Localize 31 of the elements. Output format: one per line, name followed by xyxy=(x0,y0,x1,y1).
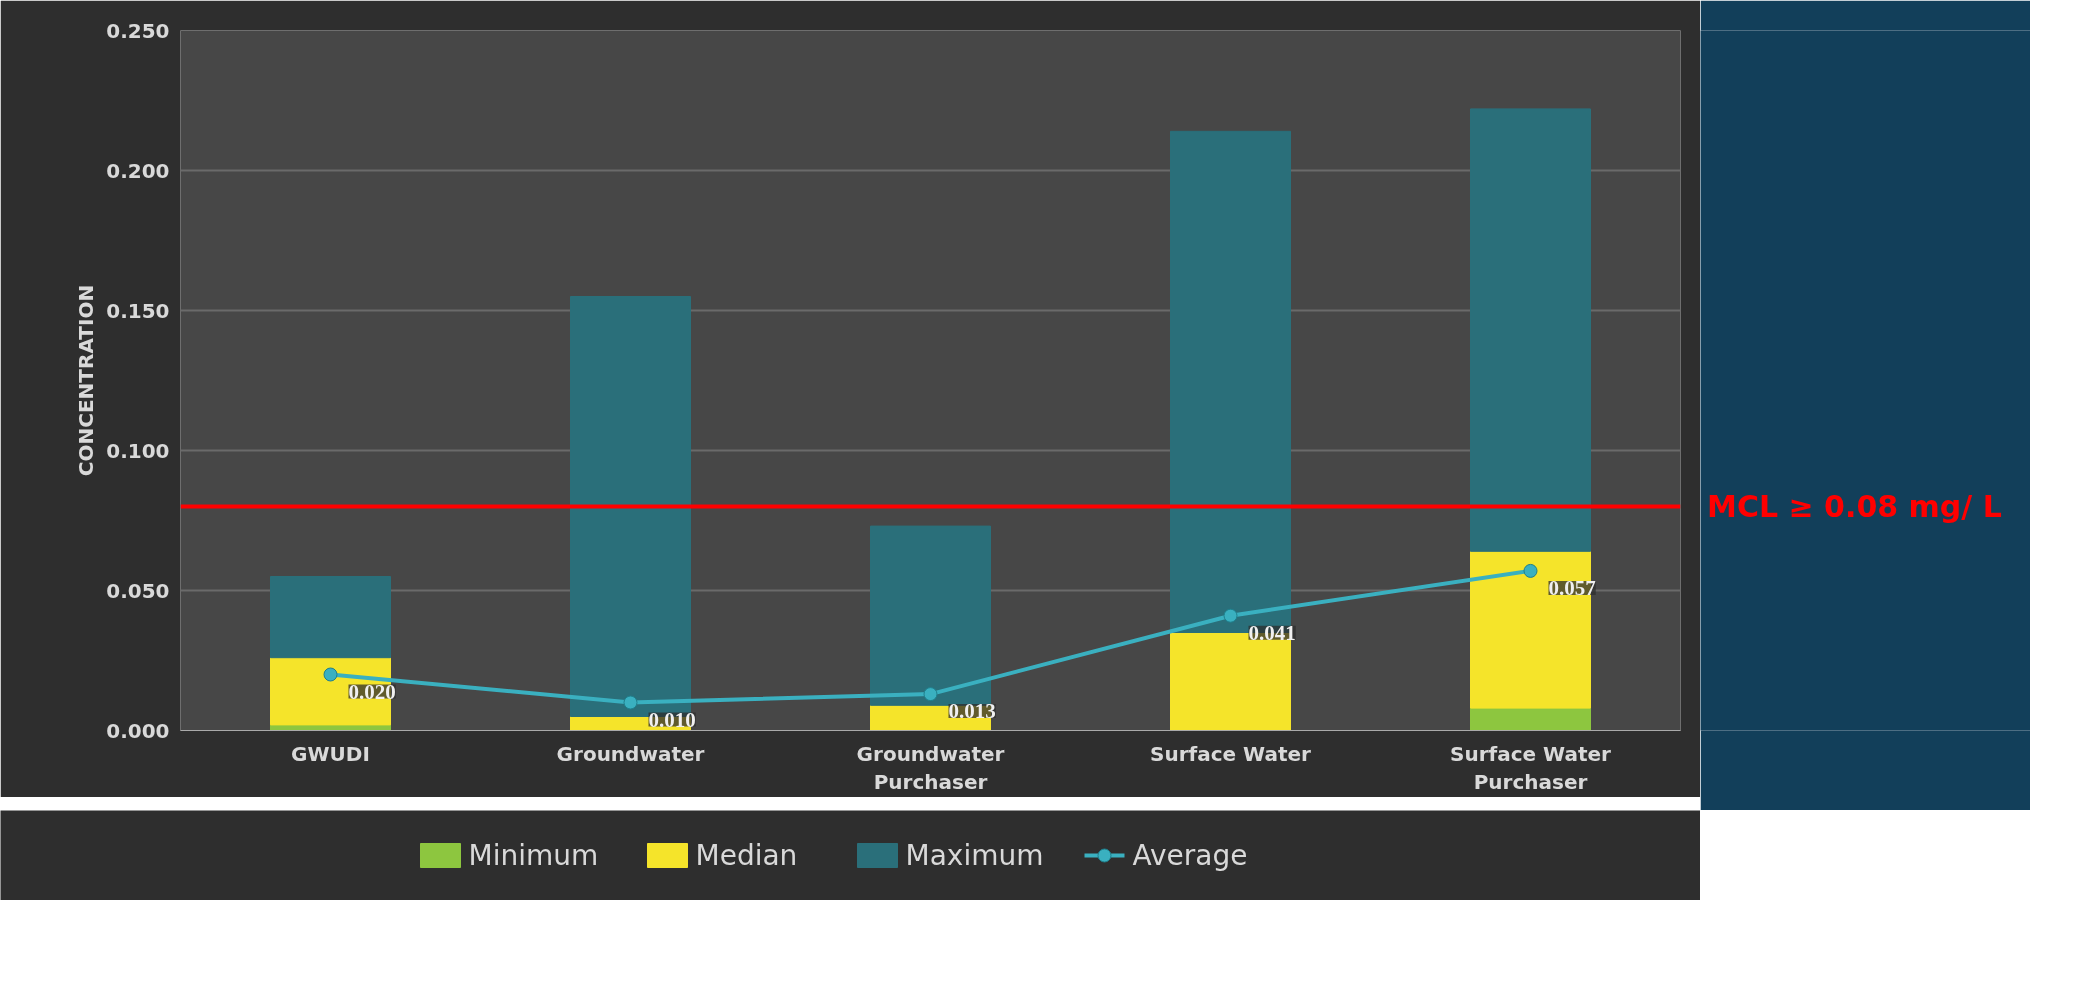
legend-label: Average xyxy=(1132,839,1248,872)
data-label: 0.013 xyxy=(948,699,996,724)
x-tick-label: Groundwater Purchaser xyxy=(856,741,1005,795)
y-tick-label: 0.100 xyxy=(106,438,170,463)
data-label: 0.041 xyxy=(1248,620,1296,645)
legend-label: Median xyxy=(695,839,798,872)
legend-label: Minimum xyxy=(468,839,599,872)
point xyxy=(1523,563,1538,578)
x-tick-label: Surface Water Purchaser xyxy=(1450,741,1612,795)
data-label: 0.020 xyxy=(348,679,396,704)
data-label: 0.010 xyxy=(648,707,696,732)
bar xyxy=(1470,108,1591,552)
point xyxy=(323,667,338,682)
y-tick-label: 0.250 xyxy=(106,18,170,43)
bar xyxy=(870,525,991,706)
y-axis-title: CONCENTRATION xyxy=(74,284,99,477)
legend-label: Maximum xyxy=(905,839,1044,872)
ref-line-label: MCL ≥ 0.08 mg/ L xyxy=(1707,489,2002,524)
point xyxy=(623,695,638,710)
y-tick-label: 0.150 xyxy=(106,298,170,323)
point xyxy=(923,687,938,702)
x-tick-label: Surface Water xyxy=(1150,741,1312,766)
bar xyxy=(1470,707,1591,731)
y-tick-label: 0.050 xyxy=(106,578,170,603)
x-tick-label: Groundwater xyxy=(556,741,705,766)
point xyxy=(1223,608,1238,623)
y-tick-label: 0.000 xyxy=(106,718,170,743)
y-tick-label: 0.200 xyxy=(106,158,170,183)
bar xyxy=(270,576,391,659)
x-tick-label: GWUDI xyxy=(291,741,370,766)
data-label: 0.057 xyxy=(1548,575,1596,600)
